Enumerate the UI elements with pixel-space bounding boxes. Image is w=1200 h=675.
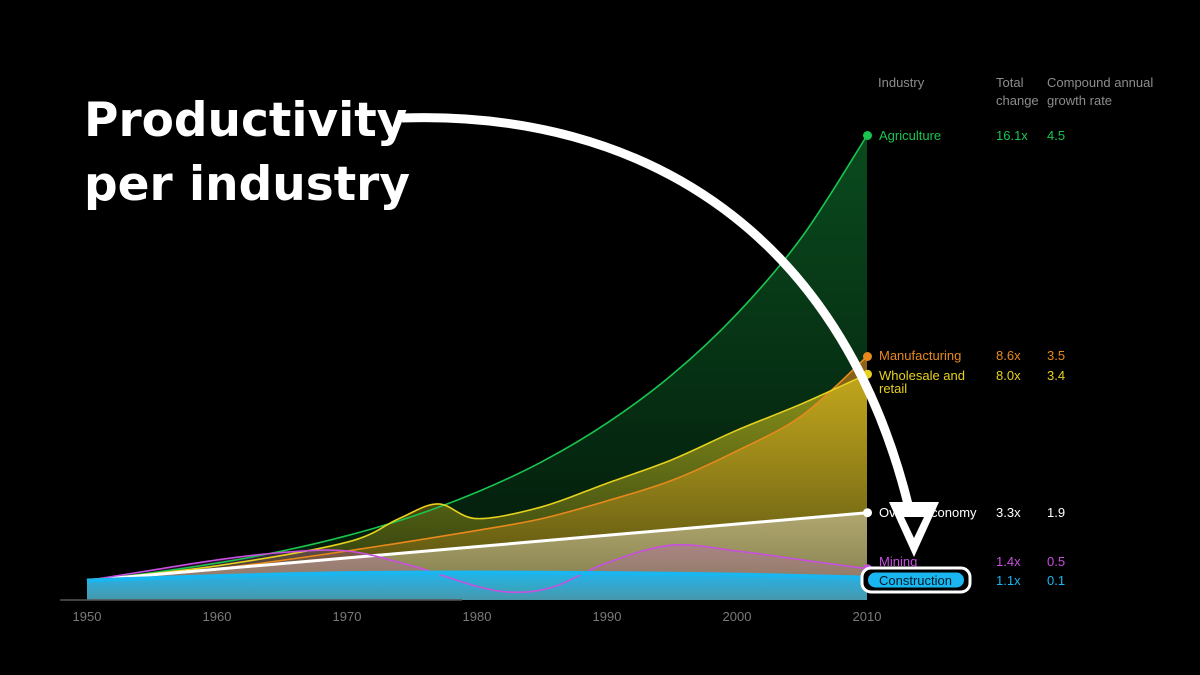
- label-wholesale-and-retail: Wholesale and retail: [879, 368, 965, 396]
- line-wholesale-and-retail: [86, 373, 868, 582]
- title-line-1: Productivity: [84, 93, 407, 148]
- label-agriculture: Agriculture: [879, 128, 941, 143]
- total-change-overall-economy: 3.3x: [996, 505, 1021, 520]
- total-change-wholesale-and-retail: 8.0x: [996, 368, 1021, 383]
- cagr-overall-economy: 1.9: [1047, 505, 1065, 520]
- header-total-change: Total change: [996, 75, 1039, 108]
- label-construction: Construction: [879, 573, 952, 588]
- title-line-2: per industry: [84, 157, 410, 212]
- total-change-construction: 1.1x: [996, 573, 1021, 588]
- line-mining: [86, 543, 868, 594]
- x-tick-1970: 1970: [333, 609, 362, 624]
- pointer-arrow: [401, 113, 939, 557]
- series-lines: [86, 135, 868, 594]
- construction-pill: [868, 572, 964, 588]
- label-mining: Mining: [879, 554, 917, 569]
- page-title: Productivity per industry: [84, 93, 410, 212]
- x-tick-2000: 2000: [723, 609, 752, 624]
- pointer-arrow-head-inner: [904, 517, 924, 538]
- x-tick-1960: 1960: [203, 609, 232, 624]
- x-tick-1950: 1950: [73, 609, 102, 624]
- line-agriculture: [86, 135, 868, 582]
- label-manufacturing: Manufacturing: [879, 348, 961, 363]
- label-wholesale-and-retail-line-2: retail: [879, 381, 907, 396]
- label-manufacturing-line-1: Manufacturing: [879, 348, 961, 363]
- cagr-wholesale-and-retail: 3.4: [1047, 368, 1065, 383]
- header-cagr-line-1: Compound annual: [1047, 75, 1153, 90]
- label-mining-line-1: Mining: [879, 554, 917, 569]
- total-change-agriculture: 16.1x: [996, 128, 1028, 143]
- marker-overall-economy: [863, 508, 872, 518]
- marker-agriculture: [863, 131, 872, 140]
- cagr-manufacturing: 3.5: [1047, 348, 1065, 363]
- label-construction-line-1: Construction: [879, 573, 952, 588]
- header-cagr: Compound annual growth rate: [1047, 75, 1157, 108]
- line-overall-economy: [86, 511, 868, 582]
- series-labels: Agriculture 16.1x 4.5 Manufacturing 8.6x 3.5 W…: [860, 128, 1065, 594]
- label-agriculture-line-1: Agriculture: [879, 128, 941, 143]
- header-industry: Industry: [878, 75, 925, 90]
- header-cagr-line-2: growth rate: [1047, 93, 1112, 108]
- cagr-construction: 0.1: [1047, 573, 1065, 588]
- pointer-arrow-curve: [401, 113, 919, 531]
- x-tick-2010: 2010: [853, 609, 882, 624]
- header-total-change-line-1: Total: [996, 75, 1024, 90]
- table-header: Industry Total change Compound annual gr…: [878, 75, 1157, 108]
- x-tick-1980: 1980: [463, 609, 492, 624]
- cagr-mining: 0.5: [1047, 554, 1065, 569]
- x-axis-ticks: 1950 1960 1970 1980 1990 2000 2010: [73, 609, 882, 624]
- x-tick-1990: 1990: [593, 609, 622, 624]
- total-change-manufacturing: 8.6x: [996, 348, 1021, 363]
- total-change-mining: 1.4x: [996, 554, 1021, 569]
- line-construction: [86, 570, 868, 583]
- label-wholesale-and-retail-line-1: Wholesale and: [879, 368, 965, 383]
- line-manufacturing: [86, 355, 868, 582]
- header-total-change-line-2: change: [996, 93, 1039, 108]
- series-areas: [87, 135, 867, 600]
- marker-manufacturing: [863, 352, 872, 361]
- cagr-agriculture: 4.5: [1047, 128, 1065, 143]
